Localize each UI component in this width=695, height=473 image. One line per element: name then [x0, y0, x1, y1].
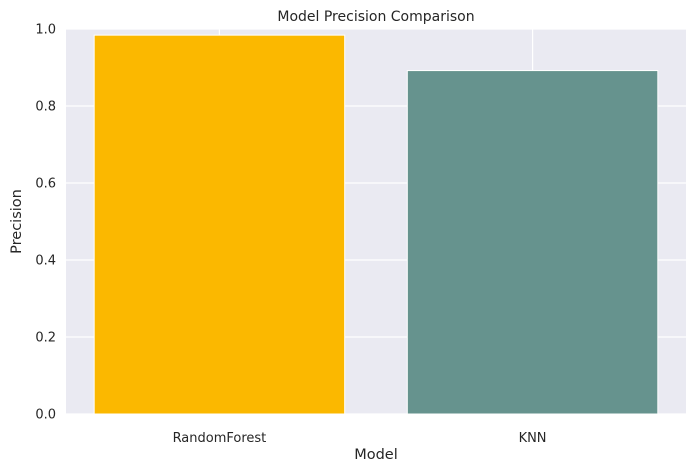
- y-tick-label: 1.0: [35, 23, 56, 38]
- bars: [93, 34, 659, 415]
- y-tick-label: 0.4: [35, 254, 56, 269]
- y-tick-label: 0.6: [35, 177, 56, 192]
- bar-randomforest: [93, 34, 346, 415]
- y-tick-label: 0.2: [35, 331, 56, 346]
- x-axis-label: Model: [354, 447, 398, 463]
- chart-title: Model Precision Comparison: [277, 9, 474, 25]
- y-tick-label: 0.8: [35, 100, 56, 115]
- x-tick-label: KNN: [519, 431, 547, 446]
- y-axis-label: Precision: [9, 189, 25, 254]
- x-tick-label: RandomForest: [173, 431, 267, 446]
- y-tick-label: 0.0: [35, 408, 56, 423]
- bar-knn: [406, 70, 659, 415]
- x-tick-labels: RandomForest KNN: [173, 431, 547, 446]
- y-tick-labels: 0.0 0.2 0.4 0.6 0.8 1.0: [35, 23, 56, 423]
